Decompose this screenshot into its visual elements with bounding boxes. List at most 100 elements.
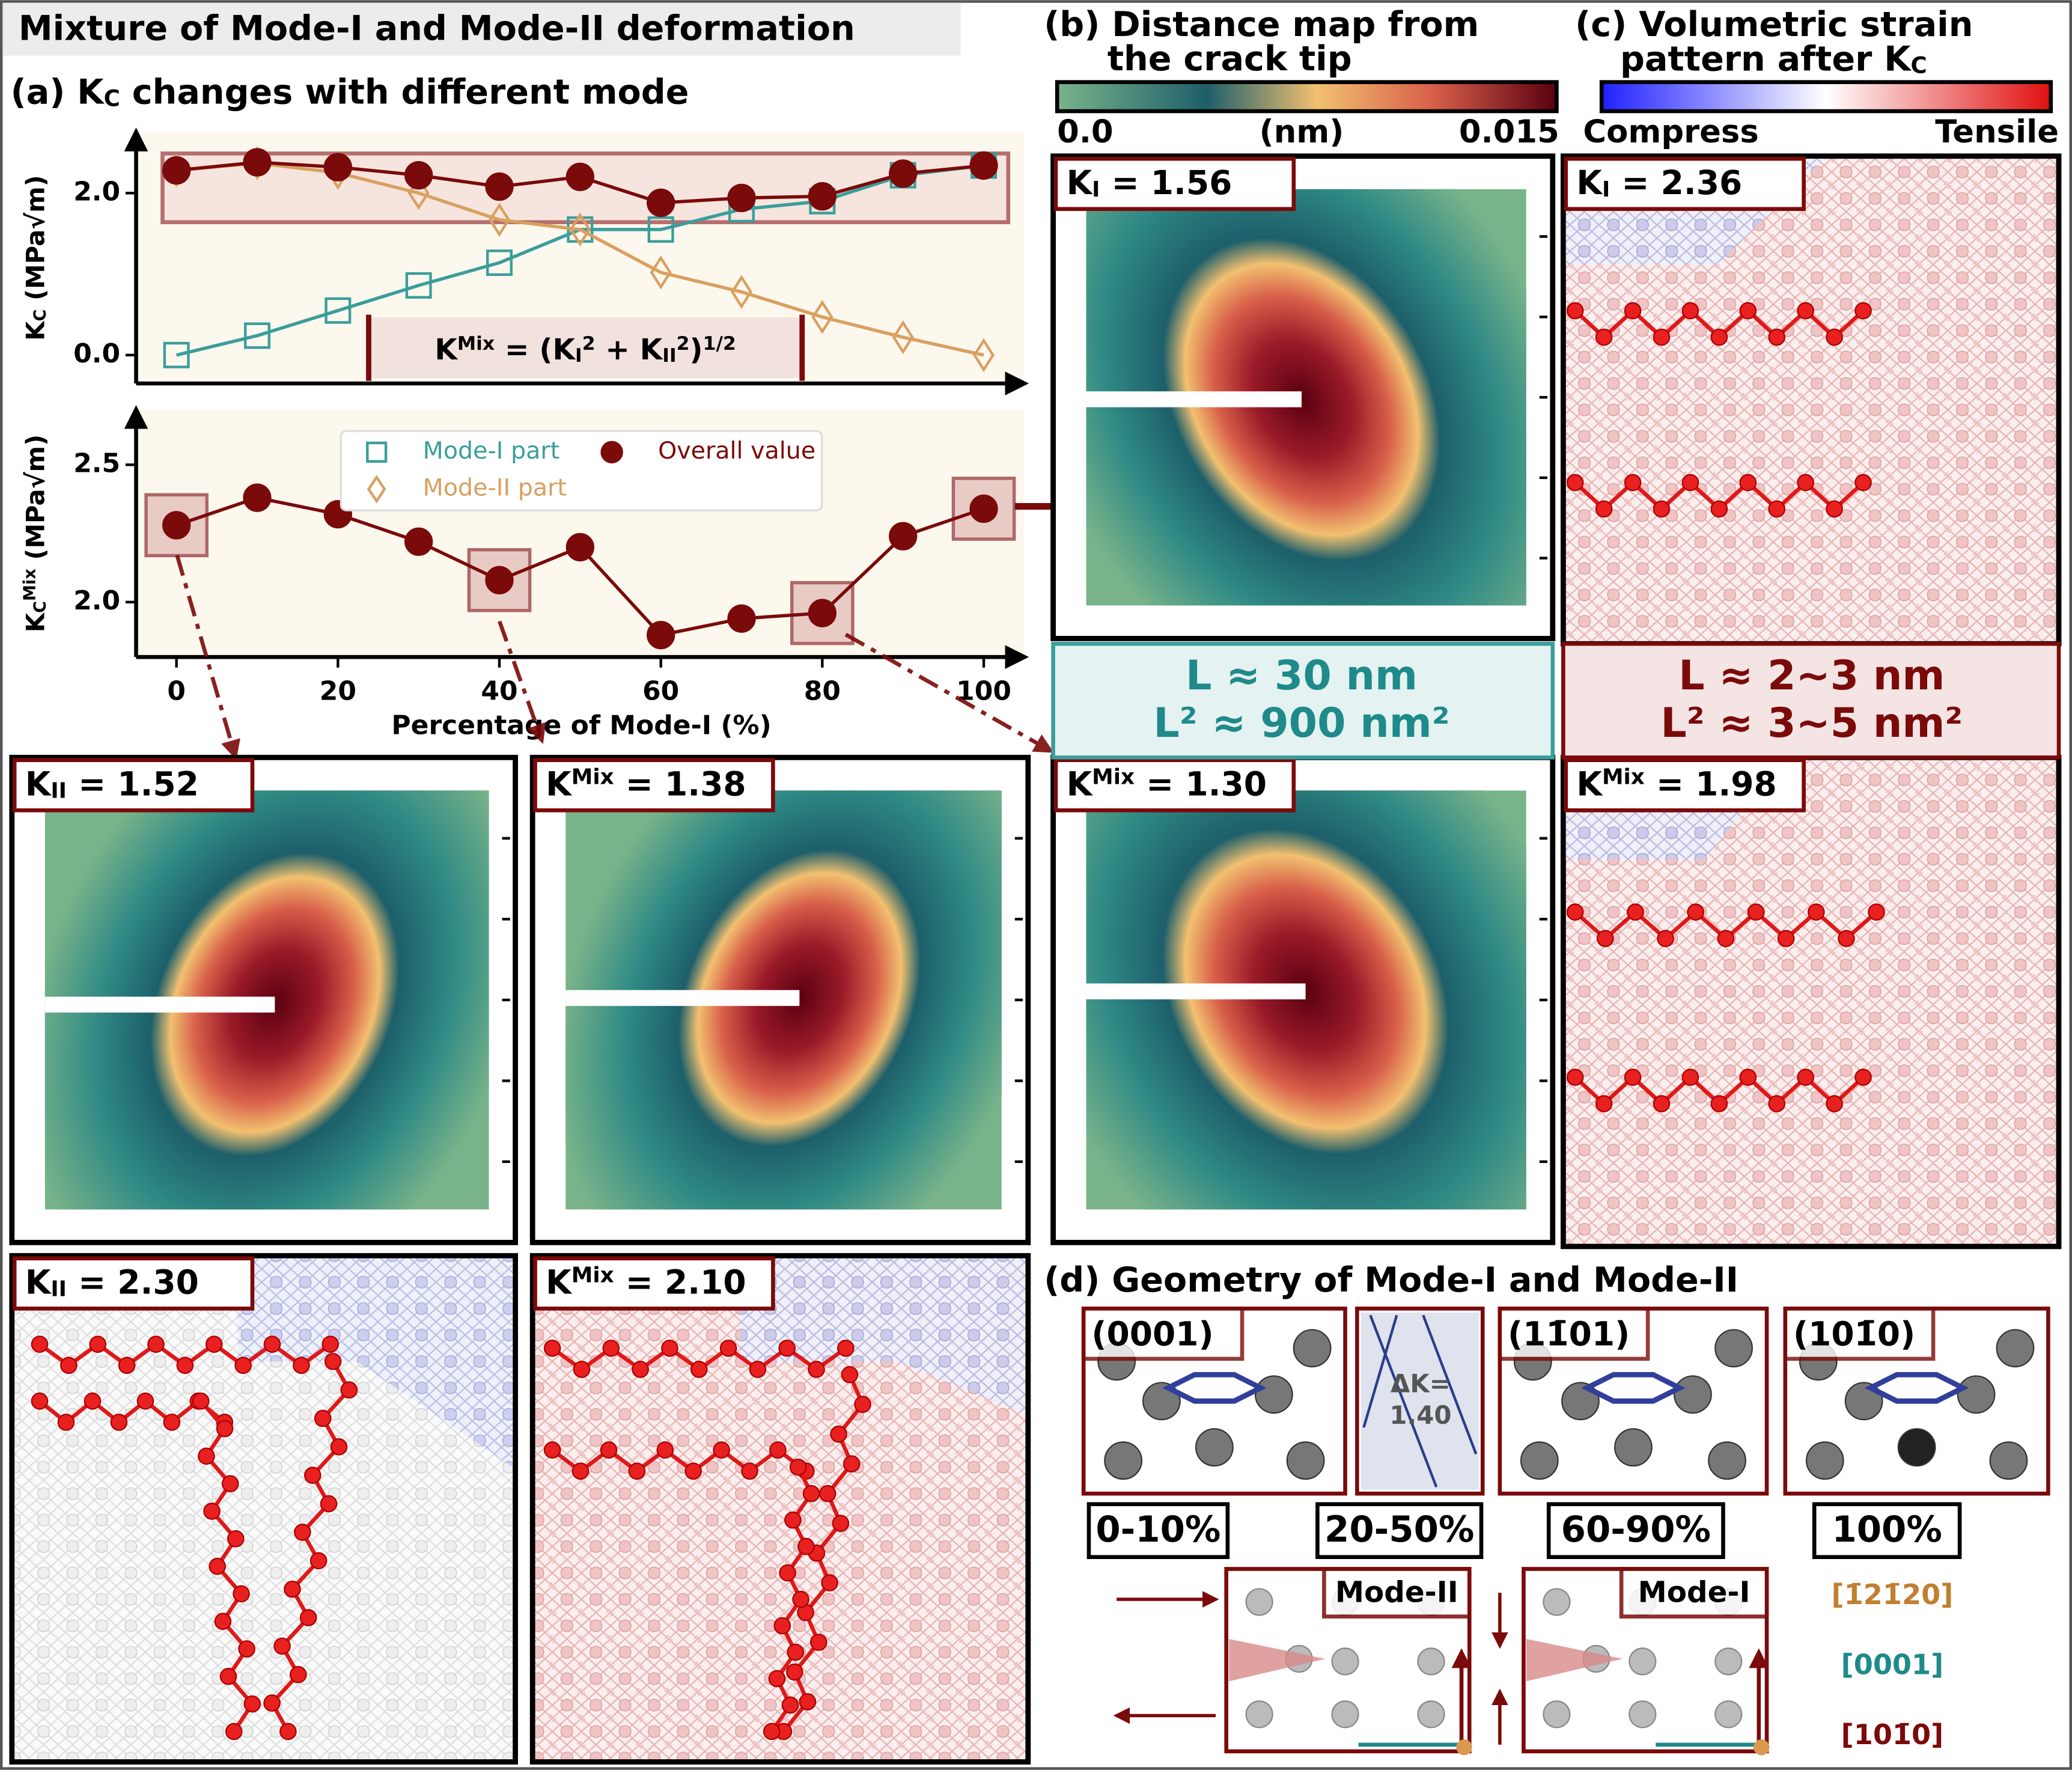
- crack-wedge: [1526, 1639, 1623, 1682]
- crack-atom: [1777, 930, 1795, 947]
- y-axis-label-part: K: [20, 320, 50, 341]
- crack-atom: [1797, 1069, 1814, 1086]
- crack-atom: [31, 1335, 49, 1353]
- distance-map: [44, 790, 489, 1210]
- plane-box: [1081, 1306, 1245, 1361]
- crack-atom: [1687, 903, 1705, 921]
- crack-atom: [1826, 500, 1843, 518]
- crack-atom: [163, 1414, 181, 1431]
- crack-atom: [1717, 930, 1735, 947]
- map-label-part: K: [546, 765, 573, 804]
- label-box: [1053, 156, 1296, 212]
- scale-text: L ≈ 2~3 nm: [1678, 652, 1945, 700]
- crack-atom: [628, 1462, 646, 1480]
- map-label: KI = 2.36: [1576, 163, 1742, 202]
- atom: [1629, 1647, 1657, 1676]
- colorbar-label: Tensile: [1935, 114, 2059, 150]
- label-box: [1053, 758, 1296, 813]
- crack-atom: [1739, 1069, 1757, 1086]
- crack-atom: [176, 1356, 194, 1375]
- marker: [323, 153, 352, 182]
- crack-atom: [198, 1447, 215, 1465]
- crack-atom: [1739, 474, 1757, 492]
- crack-atom: [1653, 500, 1671, 518]
- crack: [1086, 983, 1306, 999]
- crack-atom: [808, 1361, 825, 1378]
- crack-atom: [110, 1414, 128, 1431]
- marker: [892, 320, 914, 355]
- crack-atom: [632, 1361, 649, 1378]
- crack-atom: [1681, 302, 1699, 320]
- crack-atom: [1807, 903, 1825, 921]
- marker: [731, 275, 753, 309]
- range-box: [1546, 1502, 1725, 1559]
- crack-atom: [802, 1485, 820, 1503]
- map-label: KMix = 2.10: [546, 1263, 746, 1302]
- crack-atom: [832, 1515, 850, 1532]
- label-box: [533, 1256, 775, 1311]
- crack-atom: [1797, 302, 1814, 320]
- marker: [162, 511, 191, 540]
- crack-atom: [1624, 474, 1642, 492]
- crack-atom: [227, 1530, 245, 1548]
- crack-atom: [600, 1441, 618, 1459]
- y-tick-label: 2.0: [73, 176, 120, 207]
- crack-atom: [216, 1420, 234, 1438]
- legend-marker: [367, 475, 386, 504]
- marker: [325, 297, 352, 324]
- ring: [1864, 1372, 1969, 1404]
- crack-atom: [263, 1335, 281, 1353]
- panel-title: (c) Volumetric strain: [1575, 5, 1973, 44]
- atom: [1714, 1700, 1743, 1729]
- crack: [565, 990, 800, 1006]
- formula-part: = (K: [495, 333, 576, 367]
- mode-label: Mode-I: [1638, 1575, 1751, 1609]
- x-tick-label: 0: [167, 676, 186, 707]
- map-label-part: I: [1602, 177, 1610, 202]
- crack-atom: [118, 1356, 136, 1375]
- map-label-part: K: [25, 765, 52, 804]
- y-tick-label: 2.5: [73, 448, 120, 478]
- y-axis-label-part: C: [31, 310, 50, 322]
- title-bg: [2, 2, 961, 56]
- range-label: 100%: [1832, 1509, 1942, 1551]
- legend-label: Mode-I part: [423, 437, 560, 465]
- atom: [1293, 1329, 1332, 1368]
- atom: [1417, 1647, 1445, 1676]
- crack-atom: [830, 1425, 847, 1443]
- colorbar: [1599, 80, 2053, 114]
- distance-map: [1086, 189, 1526, 606]
- formula-part: + K: [596, 333, 663, 367]
- range-box: [1812, 1502, 1962, 1559]
- crack-atom: [293, 1356, 310, 1375]
- marker: [485, 566, 514, 594]
- plane-box: [1783, 1306, 1936, 1361]
- crack-chain: [551, 1447, 808, 1474]
- marker: [647, 188, 675, 218]
- plane-box: [1498, 1306, 1650, 1361]
- crack-atom: [203, 1503, 221, 1520]
- compress-region: [237, 1258, 513, 1468]
- marker: [404, 160, 433, 190]
- crack-atom: [1710, 328, 1728, 346]
- pointer-arrow: [498, 620, 546, 744]
- crack-atom: [321, 1335, 340, 1353]
- crack-atom: [1739, 302, 1757, 320]
- crack-atom: [773, 1617, 791, 1635]
- marker: [485, 172, 514, 201]
- atom: [1957, 1375, 1996, 1414]
- atom: [1543, 1700, 1571, 1729]
- crack-atom: [799, 1693, 817, 1710]
- crack-atom: [713, 1441, 730, 1459]
- y-axis-label: KC (MPa√m): [20, 175, 50, 341]
- figure-title: Mixture of Mode-I and Mode-II deformatio…: [19, 8, 855, 48]
- crack-atom: [1566, 903, 1584, 921]
- crack-atom: [1595, 1095, 1613, 1112]
- map-label-part: = 2.10: [614, 1263, 746, 1302]
- crack-atom: [1681, 474, 1699, 492]
- crack-atom: [821, 1574, 838, 1591]
- origin: [1456, 1739, 1472, 1756]
- label-box: [1564, 156, 1806, 212]
- mode-box: [1619, 1567, 1769, 1619]
